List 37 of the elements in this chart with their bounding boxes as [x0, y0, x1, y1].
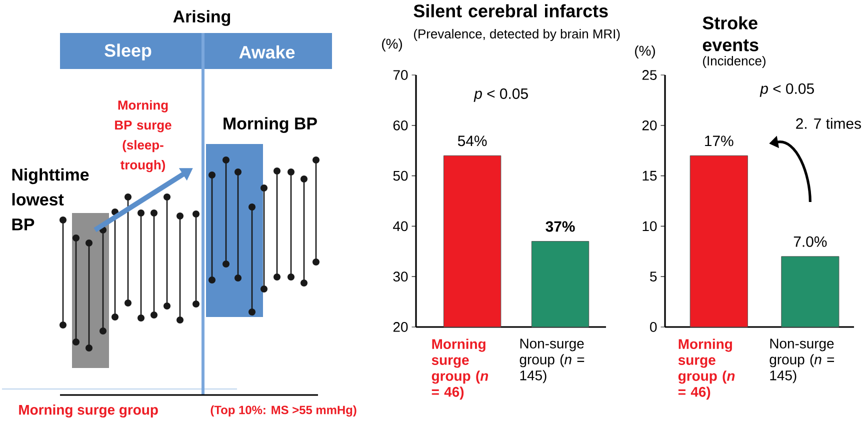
category-label: Non-surge group (n = 145) [770, 338, 834, 384]
text: Morning BP [224, 117, 317, 133]
y-tick-label: 20 [642, 120, 657, 130]
y-tick-label: 40 [393, 221, 408, 232]
text: Morning surge group [19, 404, 158, 418]
chart-subtitle: (Prevalence, detected by brain MRI) [414, 28, 620, 42]
data-label: 37% [546, 221, 575, 232]
y-axis-title: (%) [635, 46, 655, 58]
text: Morning BP surge (sleep-trough) [115, 100, 172, 172]
text: (Top 10%: MS >55 mmHg) [210, 405, 356, 417]
data-label: 17% [705, 136, 734, 146]
y-tick-label: 15 [642, 170, 657, 181]
y-tick-label: 70 [393, 70, 408, 80]
annotation: p < 0.05 [474, 88, 528, 102]
category-label: Morning surge group (n = 46) [432, 338, 488, 400]
y-tick-label: 60 [393, 120, 408, 130]
category-label: Morning surge group (n = 46) [678, 338, 735, 400]
y-tick-label: 20 [393, 322, 408, 332]
y-axis-title: (%) [382, 38, 402, 52]
annotation: 2. 7 times [796, 118, 861, 129]
chart-subtitle: (Incidence) [703, 56, 766, 68]
data-label: 54% [458, 136, 487, 146]
y-tick-label: 25 [642, 70, 657, 80]
y-tick-label: 50 [393, 170, 408, 181]
category-label: Non-surge group (n = 145) [520, 338, 584, 384]
text: Arising [173, 10, 230, 26]
data-label: 7.0% [794, 236, 827, 247]
y-tick-label: 30 [393, 272, 408, 282]
text: Nighttime lowest BP [12, 168, 89, 230]
chart-title: Stroke events [702, 16, 758, 52]
annotation: p < 0.05 [760, 83, 814, 97]
text: Awake [239, 45, 295, 59]
y-tick-label: 10 [642, 221, 657, 232]
y-tick-label: 5 [650, 272, 657, 282]
chart-title: Silent cerebral infarcts [414, 4, 608, 18]
y-tick-label: 0 [650, 322, 657, 332]
text: Sleep [104, 44, 152, 60]
